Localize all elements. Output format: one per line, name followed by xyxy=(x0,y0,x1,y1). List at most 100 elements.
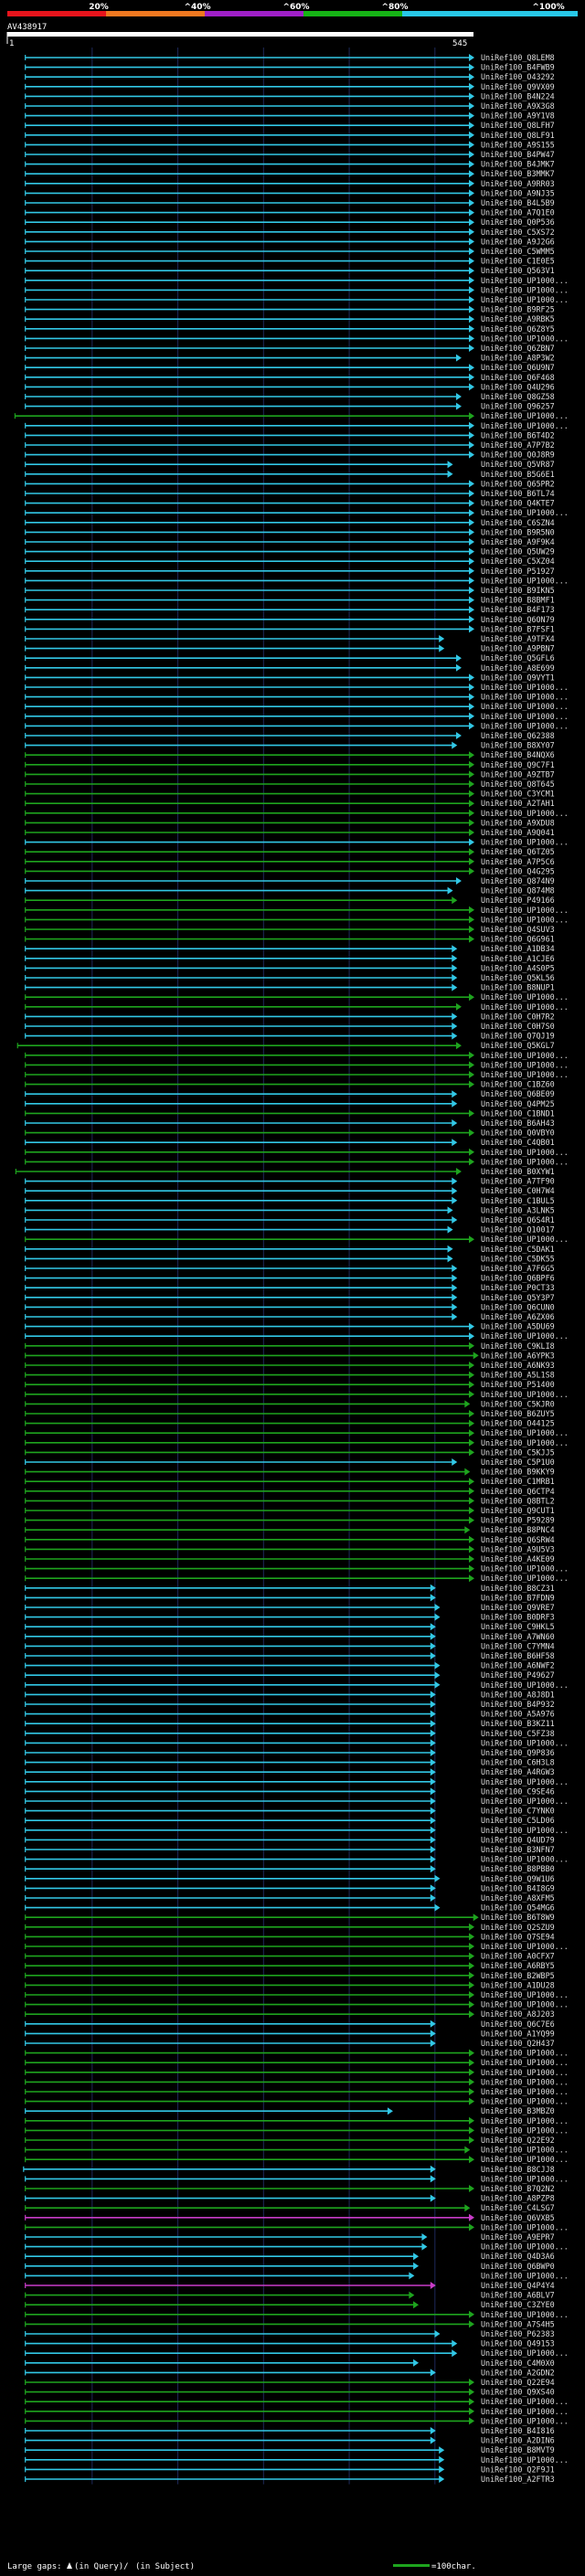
hit-label[interactable]: UniRef100_Q2H437 xyxy=(481,2039,555,2048)
hit-label[interactable]: UniRef100_Q4PM25 xyxy=(481,1099,555,1108)
hit-row[interactable]: UniRef100_UP1000... xyxy=(25,1157,569,1166)
hit-label[interactable]: UniRef100_UP1000... xyxy=(481,906,569,915)
hit-row[interactable]: UniRef100_UP1000... xyxy=(25,1990,569,1999)
hit-row[interactable]: UniRef100_UP1000... xyxy=(25,1942,569,1951)
hit-label[interactable]: UniRef100_A9RBK5 xyxy=(481,314,555,323)
hit-row[interactable]: UniRef100_P59289 xyxy=(25,1516,555,1525)
hit-row[interactable]: UniRef100_C5DK55 xyxy=(25,1254,555,1263)
hit-label[interactable]: UniRef100_A9Q041 xyxy=(481,828,555,837)
hit-row[interactable]: UniRef100_UP1000... xyxy=(25,2397,569,2406)
hit-row[interactable]: UniRef100_A9XDU8 xyxy=(25,818,555,827)
hit-label[interactable]: UniRef100_B8NUP1 xyxy=(481,983,555,992)
hit-row[interactable]: UniRef100_UP1000... xyxy=(25,1331,569,1341)
hit-row[interactable]: UniRef100_A4KE09 xyxy=(25,1554,555,1564)
hit-label[interactable]: UniRef100_B4N224 xyxy=(481,91,555,101)
hit-row[interactable]: UniRef100_C5FZ38 xyxy=(25,1729,555,1738)
hit-row[interactable]: UniRef100_Q7QJ19 xyxy=(25,1032,555,1041)
hit-label[interactable]: UniRef100_A2DIN6 xyxy=(481,2436,555,2445)
hit-row[interactable]: UniRef100_A6RBY5 xyxy=(25,1961,555,1970)
hit-row[interactable]: UniRef100_B6TL74 xyxy=(25,489,555,498)
hit-row[interactable]: UniRef100_B4N224 xyxy=(25,91,555,101)
hit-label[interactable]: UniRef100_B3MMK7 xyxy=(481,169,555,178)
hit-label[interactable]: UniRef100_Q6BE09 xyxy=(481,1089,555,1098)
hit-row[interactable]: UniRef100_A0CFX7 xyxy=(25,1952,555,1961)
hit-label[interactable]: UniRef100_UP1000... xyxy=(481,1331,569,1341)
hit-label[interactable]: UniRef100_C7YNK0 xyxy=(481,1807,555,1816)
hit-label[interactable]: UniRef100_Q8LFH7 xyxy=(481,121,555,130)
hit-row[interactable]: UniRef100_B9RF25 xyxy=(25,305,555,314)
hit-label[interactable]: UniRef100_A7P7B2 xyxy=(481,440,555,450)
hit-row[interactable]: UniRef100_UP1000... xyxy=(25,2222,569,2231)
hit-label[interactable]: UniRef100_UP1000... xyxy=(481,2058,569,2067)
hit-label[interactable]: UniRef100_Q8GZ58 xyxy=(481,392,555,401)
hit-label[interactable]: UniRef100_Q6U9N7 xyxy=(481,363,555,372)
hit-label[interactable]: UniRef100_UP1000... xyxy=(481,1777,569,1786)
hit-label[interactable]: UniRef100_UP1000... xyxy=(481,2222,569,2231)
hit-label[interactable]: UniRef100_B6TL74 xyxy=(481,489,555,498)
hit-label[interactable]: UniRef100_A2GDN2 xyxy=(481,2368,555,2377)
hit-row[interactable]: UniRef100_Q10017 xyxy=(25,1225,555,1235)
hit-label[interactable]: UniRef100_Q6VXB5 xyxy=(481,2213,555,2222)
hit-row[interactable]: UniRef100_Q8LF91 xyxy=(25,131,555,140)
hit-row[interactable]: UniRef100_A4RGW3 xyxy=(25,1767,555,1776)
hit-label[interactable]: UniRef100_A2TAH1 xyxy=(481,799,555,808)
hit-label[interactable]: UniRef100_Q4D3A6 xyxy=(481,2252,555,2261)
hit-row[interactable]: UniRef100_A1DU28 xyxy=(25,1980,555,1989)
hit-label[interactable]: UniRef100_B0XYW1 xyxy=(481,1167,555,1176)
hit-label[interactable]: UniRef100_C4QB01 xyxy=(481,1138,555,1147)
hit-row[interactable]: UniRef100_UP1000... xyxy=(25,2310,569,2319)
hit-label[interactable]: UniRef100_C5DK55 xyxy=(481,1254,555,1263)
hit-row[interactable]: UniRef100_Q22E94 xyxy=(25,2378,555,2387)
hit-label[interactable]: UniRef100_B4FWB9 xyxy=(481,63,555,72)
hit-row[interactable]: UniRef100_O43292 xyxy=(25,72,555,81)
hit-label[interactable]: UniRef100_Q0J8R9 xyxy=(481,451,555,460)
hit-label[interactable]: UniRef100_UP1000... xyxy=(481,1060,569,1069)
hit-label[interactable]: UniRef100_Q9P836 xyxy=(481,1748,555,1757)
hit-label[interactable]: UniRef100_B4P932 xyxy=(481,1700,555,1709)
hit-label[interactable]: UniRef100_Q6BPF6 xyxy=(481,1274,555,1283)
hit-row[interactable]: UniRef100_A9X3G8 xyxy=(25,101,555,111)
hit-row[interactable]: UniRef100_B8CJJ8 xyxy=(23,2165,555,2174)
hit-row[interactable]: UniRef100_C0H7R2 xyxy=(25,1012,555,1021)
hit-label[interactable]: UniRef100_A9F9K4 xyxy=(481,537,555,546)
hit-label[interactable]: UniRef100_B6T4D2 xyxy=(481,430,555,440)
hit-row[interactable]: UniRef100_B4F173 xyxy=(25,605,555,614)
hit-label[interactable]: UniRef100_Q874M8 xyxy=(481,886,555,896)
hit-label[interactable]: UniRef100_Q8BTL2 xyxy=(481,1496,555,1505)
hit-row[interactable]: UniRef100_UP1000... xyxy=(25,992,569,1002)
hit-row[interactable]: UniRef100_UP1000... xyxy=(25,421,569,430)
hit-label[interactable]: UniRef100_Q5KGL7 xyxy=(481,1041,555,1050)
hit-row[interactable]: UniRef100_Q65PR2 xyxy=(25,479,555,488)
hit-label[interactable]: UniRef100_UP1000... xyxy=(481,1148,569,1157)
hit-row[interactable]: UniRef100_A9ZTB7 xyxy=(25,769,555,779)
hit-row[interactable]: UniRef100_A1CJE6 xyxy=(25,954,555,963)
hit-row[interactable]: UniRef100_Q6BPF6 xyxy=(25,1274,555,1283)
hit-row[interactable]: UniRef100_B7Q2N2 xyxy=(25,2184,555,2193)
hit-label[interactable]: UniRef100_C5WMM5 xyxy=(481,247,555,256)
hit-row[interactable]: UniRef100_B8NUP1 xyxy=(25,983,555,992)
hit-row[interactable]: UniRef100_A8E699 xyxy=(25,663,555,673)
hit-row[interactable]: UniRef100_B7FDN9 xyxy=(25,1593,555,1602)
hit-row[interactable]: UniRef100_UP1000... xyxy=(14,411,569,420)
hit-row[interactable]: UniRef100_C0H7S0 xyxy=(25,1022,555,1031)
hit-row[interactable]: UniRef100_C3ZYE0 xyxy=(25,2300,555,2309)
hit-row[interactable]: UniRef100_UP1000... xyxy=(25,721,569,730)
hit-label[interactable]: UniRef100_UP1000... xyxy=(481,2455,569,2465)
hit-row[interactable]: UniRef100_Q9CUT1 xyxy=(25,1506,555,1515)
hit-row[interactable]: UniRef100_C5KJJ5 xyxy=(25,1447,555,1457)
hit-label[interactable]: UniRef100_UP1000... xyxy=(481,809,569,818)
hit-label[interactable]: UniRef100_C3ZYE0 xyxy=(481,2300,555,2309)
hit-label[interactable]: UniRef100_UP1000... xyxy=(481,915,569,924)
hit-label[interactable]: UniRef100_A5DU69 xyxy=(481,1322,555,1331)
hit-row[interactable]: UniRef100_Q6TZ05 xyxy=(25,847,555,856)
hit-row[interactable]: UniRef100_A2DIN6 xyxy=(25,2436,555,2445)
hit-label[interactable]: UniRef100_UP1000... xyxy=(481,1680,569,1690)
hit-label[interactable]: UniRef100_Q9VRE7 xyxy=(481,1603,555,1612)
hit-row[interactable]: UniRef100_Q4U296 xyxy=(25,382,555,391)
hit-label[interactable]: UniRef100_UP1000... xyxy=(481,1797,569,1806)
hit-label[interactable]: UniRef100_B4I8G9 xyxy=(481,1883,555,1892)
hit-row[interactable]: UniRef100_Q0J8R9 xyxy=(25,451,555,460)
hit-row[interactable]: UniRef100_Q8T645 xyxy=(25,779,555,789)
hit-label[interactable]: UniRef100_UP1000... xyxy=(481,2242,569,2252)
hit-label[interactable]: UniRef100_A9PBN7 xyxy=(481,644,555,653)
